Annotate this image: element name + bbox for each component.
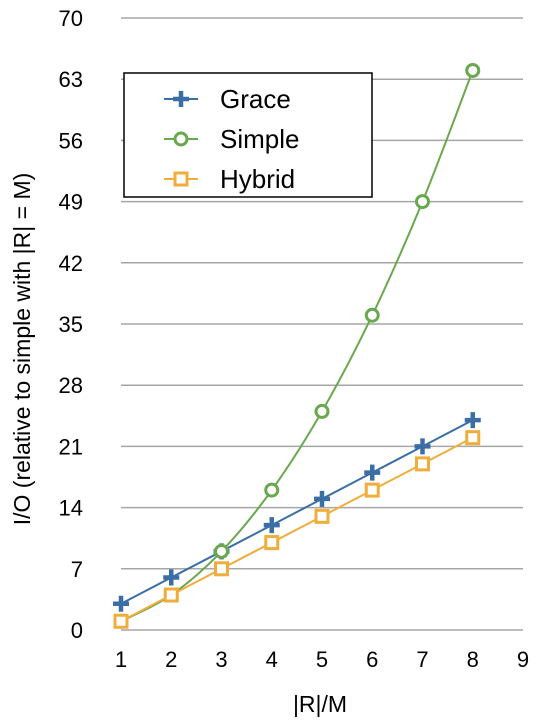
hybrid-line	[120, 436, 474, 623]
legend-label: Grace	[220, 84, 291, 114]
x-axis-label: |R|/M	[293, 691, 347, 717]
simple-point	[364, 307, 380, 323]
y-tick-label: 49	[59, 190, 83, 215]
grace-point	[163, 569, 180, 586]
legend-marker-square	[173, 171, 189, 187]
legend-item-hybrid: Hybrid	[164, 164, 295, 194]
y-tick-label: 0	[71, 618, 83, 643]
grace-point	[314, 490, 330, 507]
x-tick-label: 9	[517, 647, 529, 672]
grace-point	[464, 412, 481, 429]
legend-marker-plus	[173, 91, 189, 107]
y-tick-label: 56	[59, 128, 83, 153]
y-tick-label: 14	[59, 496, 83, 521]
y-tick-label: 7	[71, 557, 83, 582]
x-tick-label: 8	[467, 647, 479, 672]
series-grace	[113, 412, 481, 612]
legend: Grace Simple Hybrid	[123, 72, 373, 198]
simple-point	[264, 482, 280, 498]
x-tick-label: 5	[316, 647, 328, 672]
grace-point	[364, 464, 381, 481]
legend-box	[123, 72, 373, 198]
legend-item-grace: Grace	[164, 84, 291, 114]
simple-point	[465, 62, 481, 78]
x-tick-label: 6	[366, 647, 378, 672]
legend-marker-circle	[173, 131, 189, 147]
x-tick-label: 3	[215, 647, 227, 672]
x-tick-labels: 1 2 3 4 5 6 7 8 9	[115, 647, 529, 672]
y-tick-label: 42	[59, 251, 83, 276]
y-tick-label: 63	[59, 67, 83, 92]
hybrid-point	[364, 482, 380, 498]
y-tick-label: 21	[59, 434, 83, 459]
y-tick-labels: 0 7 14 21 28 35 42 49 56 63 70	[59, 6, 83, 643]
simple-point	[415, 194, 430, 210]
series-hybrid	[113, 430, 481, 629]
hybrid-point	[264, 535, 280, 551]
legend-item-simple: Simple	[164, 124, 299, 154]
grace-line	[120, 419, 474, 605]
y-tick-label: 70	[59, 6, 83, 31]
grace-point	[414, 438, 431, 455]
series-layer	[113, 62, 481, 629]
y-axis-label: I/O (relative to simple with |R| = M)	[9, 173, 35, 526]
x-tick-label: 2	[165, 647, 177, 672]
simple-point	[214, 543, 229, 559]
y-tick-label: 28	[59, 373, 83, 398]
x-tick-label: 7	[416, 647, 428, 672]
grace-point	[113, 595, 129, 612]
hybrid-point	[415, 456, 430, 472]
simple-point	[314, 403, 330, 419]
y-tick-label: 35	[59, 312, 83, 337]
hybrid-point	[214, 561, 229, 577]
hybrid-point	[314, 508, 330, 524]
hybrid-point	[163, 587, 179, 603]
legend-label: Hybrid	[220, 164, 295, 194]
legend-label: Simple	[220, 124, 299, 154]
hybrid-point	[113, 613, 129, 629]
x-tick-label: 4	[266, 647, 278, 672]
hybrid-point	[465, 430, 481, 446]
grace-point	[263, 517, 280, 534]
x-tick-label: 1	[115, 647, 127, 672]
